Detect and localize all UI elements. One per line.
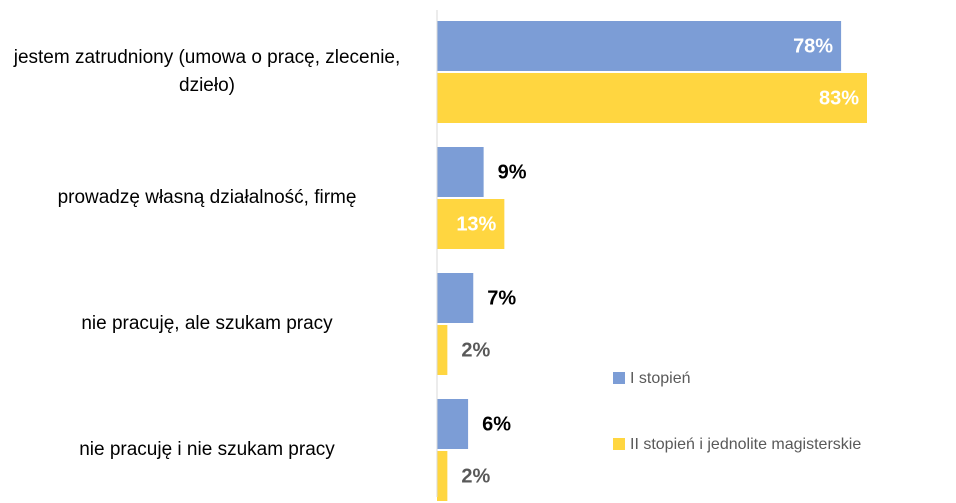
data-label: 2% <box>461 339 490 361</box>
bar <box>437 451 448 501</box>
bar <box>437 399 469 449</box>
category-label: jestem zatrudniony (umowa o pracę, zlece… <box>13 47 401 96</box>
bar <box>437 199 505 249</box>
bar <box>437 147 484 197</box>
legend-label: I stopień <box>630 370 690 387</box>
data-label: 78% <box>793 35 833 57</box>
legend-swatch <box>613 438 625 450</box>
data-label: 7% <box>487 287 516 309</box>
bar <box>437 325 448 375</box>
category-label: nie pracuję i nie szukam pracy <box>79 439 335 460</box>
bar <box>437 73 867 123</box>
category-label: prowadzę własną działalność, firmę <box>57 187 357 208</box>
data-label: 83% <box>819 87 859 109</box>
bar <box>437 21 842 71</box>
data-label: 6% <box>482 413 511 435</box>
data-label: 2% <box>461 465 490 487</box>
bar <box>437 273 474 323</box>
legend-swatch <box>613 372 625 384</box>
category-label: nie pracuję, ale szukam pracy <box>81 313 333 334</box>
data-label: 13% <box>456 213 496 235</box>
data-label: 9% <box>498 161 527 183</box>
legend-label: II stopień i jednolite magisterskie <box>630 436 861 453</box>
